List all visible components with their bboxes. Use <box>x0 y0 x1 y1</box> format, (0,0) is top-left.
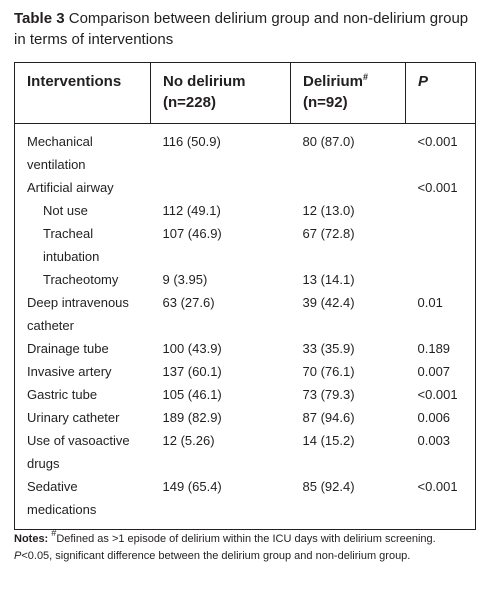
table-row: Gastric tube 105 (46.1) 73 (79.3) <0.001 <box>14 383 476 406</box>
table-cell <box>405 222 476 268</box>
table-cell: 189 (82.9) <box>162 410 222 425</box>
table-cell: 87 (94.6) <box>302 410 355 425</box>
table-cell: Drainage tube <box>14 337 151 360</box>
table-row: Invasive artery 137 (60.1) 70 (76.1) 0.007 <box>14 360 476 383</box>
notes: Notes: #Defined as >1 episode of deliriu… <box>14 528 476 565</box>
notes-label: Notes: <box>14 533 49 545</box>
header-text: No delirium <box>163 73 246 90</box>
header-text: (n=92) <box>303 94 348 111</box>
table-cell: 105 (46.1) <box>162 387 222 402</box>
header-row: Interventions No delirium (n=228) Deliriu… <box>14 62 476 124</box>
table-cell: Deep intravenous catheter <box>14 291 151 337</box>
table-cell: 0.189 <box>405 337 476 360</box>
table-cell <box>291 176 406 199</box>
table-cell: 107 (46.9) <box>162 226 222 241</box>
table-cell: 14 (15.2) <box>302 433 355 448</box>
table-cell: <0.001 <box>405 383 476 406</box>
header-text: (n=228) <box>163 94 216 111</box>
table-cell: Tracheal intubation <box>14 222 151 268</box>
header-text: Delirium <box>303 73 364 90</box>
header-cell: No delirium (n=228) <box>150 62 291 124</box>
table-cell: <0.001 <box>405 176 476 199</box>
table-cell: <0.001 <box>405 123 476 176</box>
table-row: Mechanical ventilation 116 (50.9) 80 (87.0… <box>14 123 476 176</box>
table-cell: 63 (27.6) <box>162 295 215 310</box>
table-cell: 39 (42.4) <box>302 295 355 310</box>
table-cell: Invasive artery <box>14 360 151 383</box>
table-cell: Tracheotomy <box>14 268 151 291</box>
table-cell: 116 (50.9) <box>162 134 221 149</box>
table-row: Tracheotomy 9 (3.95) 13 (14.1) <box>14 268 476 291</box>
table-cell: 67 (72.8) <box>302 226 355 241</box>
table-title: Table 3 Comparison between delirium grou… <box>14 8 476 50</box>
table-cell: 100 (43.9) <box>162 341 222 356</box>
table-cell: Gastric tube <box>14 383 151 406</box>
table-cell <box>405 199 476 222</box>
table-row: Not use 112 (49.1) 12 (13.0) <box>14 199 476 222</box>
table-cell: 13 (14.1) <box>302 272 355 287</box>
header-cell: Interventions <box>14 62 151 124</box>
table-cell: 12 (5.26) <box>162 433 215 448</box>
table-cell: 33 (35.9) <box>302 341 355 356</box>
table-cell: 73 (79.3) <box>302 387 355 402</box>
table-cell: Mechanical ventilation <box>14 123 151 176</box>
notes-text: Defined as >1 episode of delirium within… <box>56 533 436 545</box>
title-label: Table 3 <box>14 10 65 27</box>
table-cell: 0.006 <box>405 406 476 429</box>
table-cell: Sedative medications <box>14 475 151 530</box>
footnote-mark: # <box>51 528 57 538</box>
table-row: Tracheal intubation 107 (46.9) 67 (72.8) <box>14 222 476 268</box>
table-cell: 137 (60.1) <box>162 364 222 379</box>
table-row: Urinary catheter 189 (82.9) 87 (94.6) 0.006 <box>14 406 476 429</box>
table-cell: 0.007 <box>405 360 476 383</box>
header-cell: P <box>405 62 476 124</box>
table-cell <box>405 268 476 291</box>
table-cell: Not use <box>14 199 151 222</box>
table-cell: 0.01 <box>405 291 476 337</box>
table-cell: 85 (92.4) <box>290 475 406 530</box>
table-cell <box>151 176 291 199</box>
table-row: Artificial airway <0.001 <box>14 176 476 199</box>
notes-text: P <box>14 550 22 562</box>
table-cell: 149 (65.4) <box>150 475 291 530</box>
notes-text: <0.05, significant difference between th… <box>21 550 411 562</box>
table-cell: 112 (49.1) <box>162 203 221 218</box>
table-cell: 70 (76.1) <box>302 364 355 379</box>
table: Interventions No delirium (n=228) Deliriu… <box>14 62 476 530</box>
table-row: Deep intravenous catheter 63 (27.6) 39 (42… <box>14 291 476 337</box>
table-cell: 0.003 <box>405 429 476 475</box>
table-row: Drainage tube 100 (43.9) 33 (35.9) 0.189 <box>14 337 476 360</box>
header-cell: Delirium# (n=92) <box>290 62 406 124</box>
table-cell: 9 (3.95) <box>162 272 208 287</box>
table-row: Use of vasoactive drugs 12 (5.26) 14 (15.2… <box>14 429 476 475</box>
header-text: P <box>418 73 429 90</box>
table-cell: Urinary catheter <box>14 406 151 429</box>
table-row: Sedative medications 149 (65.4) 85 (92.4) <… <box>14 475 476 530</box>
table-cell: 80 (87.0) <box>302 134 355 149</box>
header-text: Interventions <box>27 73 122 90</box>
footnote-mark: # <box>363 72 369 82</box>
table-cell: <0.001 <box>405 475 476 530</box>
table-body: Mechanical ventilation 116 (50.9) 80 (87.0… <box>14 123 476 530</box>
table-cell: 12 (13.0) <box>302 203 355 218</box>
title-text: Comparison between delirium group and no… <box>14 10 469 48</box>
table-cell: Artificial airway <box>14 176 151 199</box>
table-cell: Use of vasoactive drugs <box>14 429 151 475</box>
